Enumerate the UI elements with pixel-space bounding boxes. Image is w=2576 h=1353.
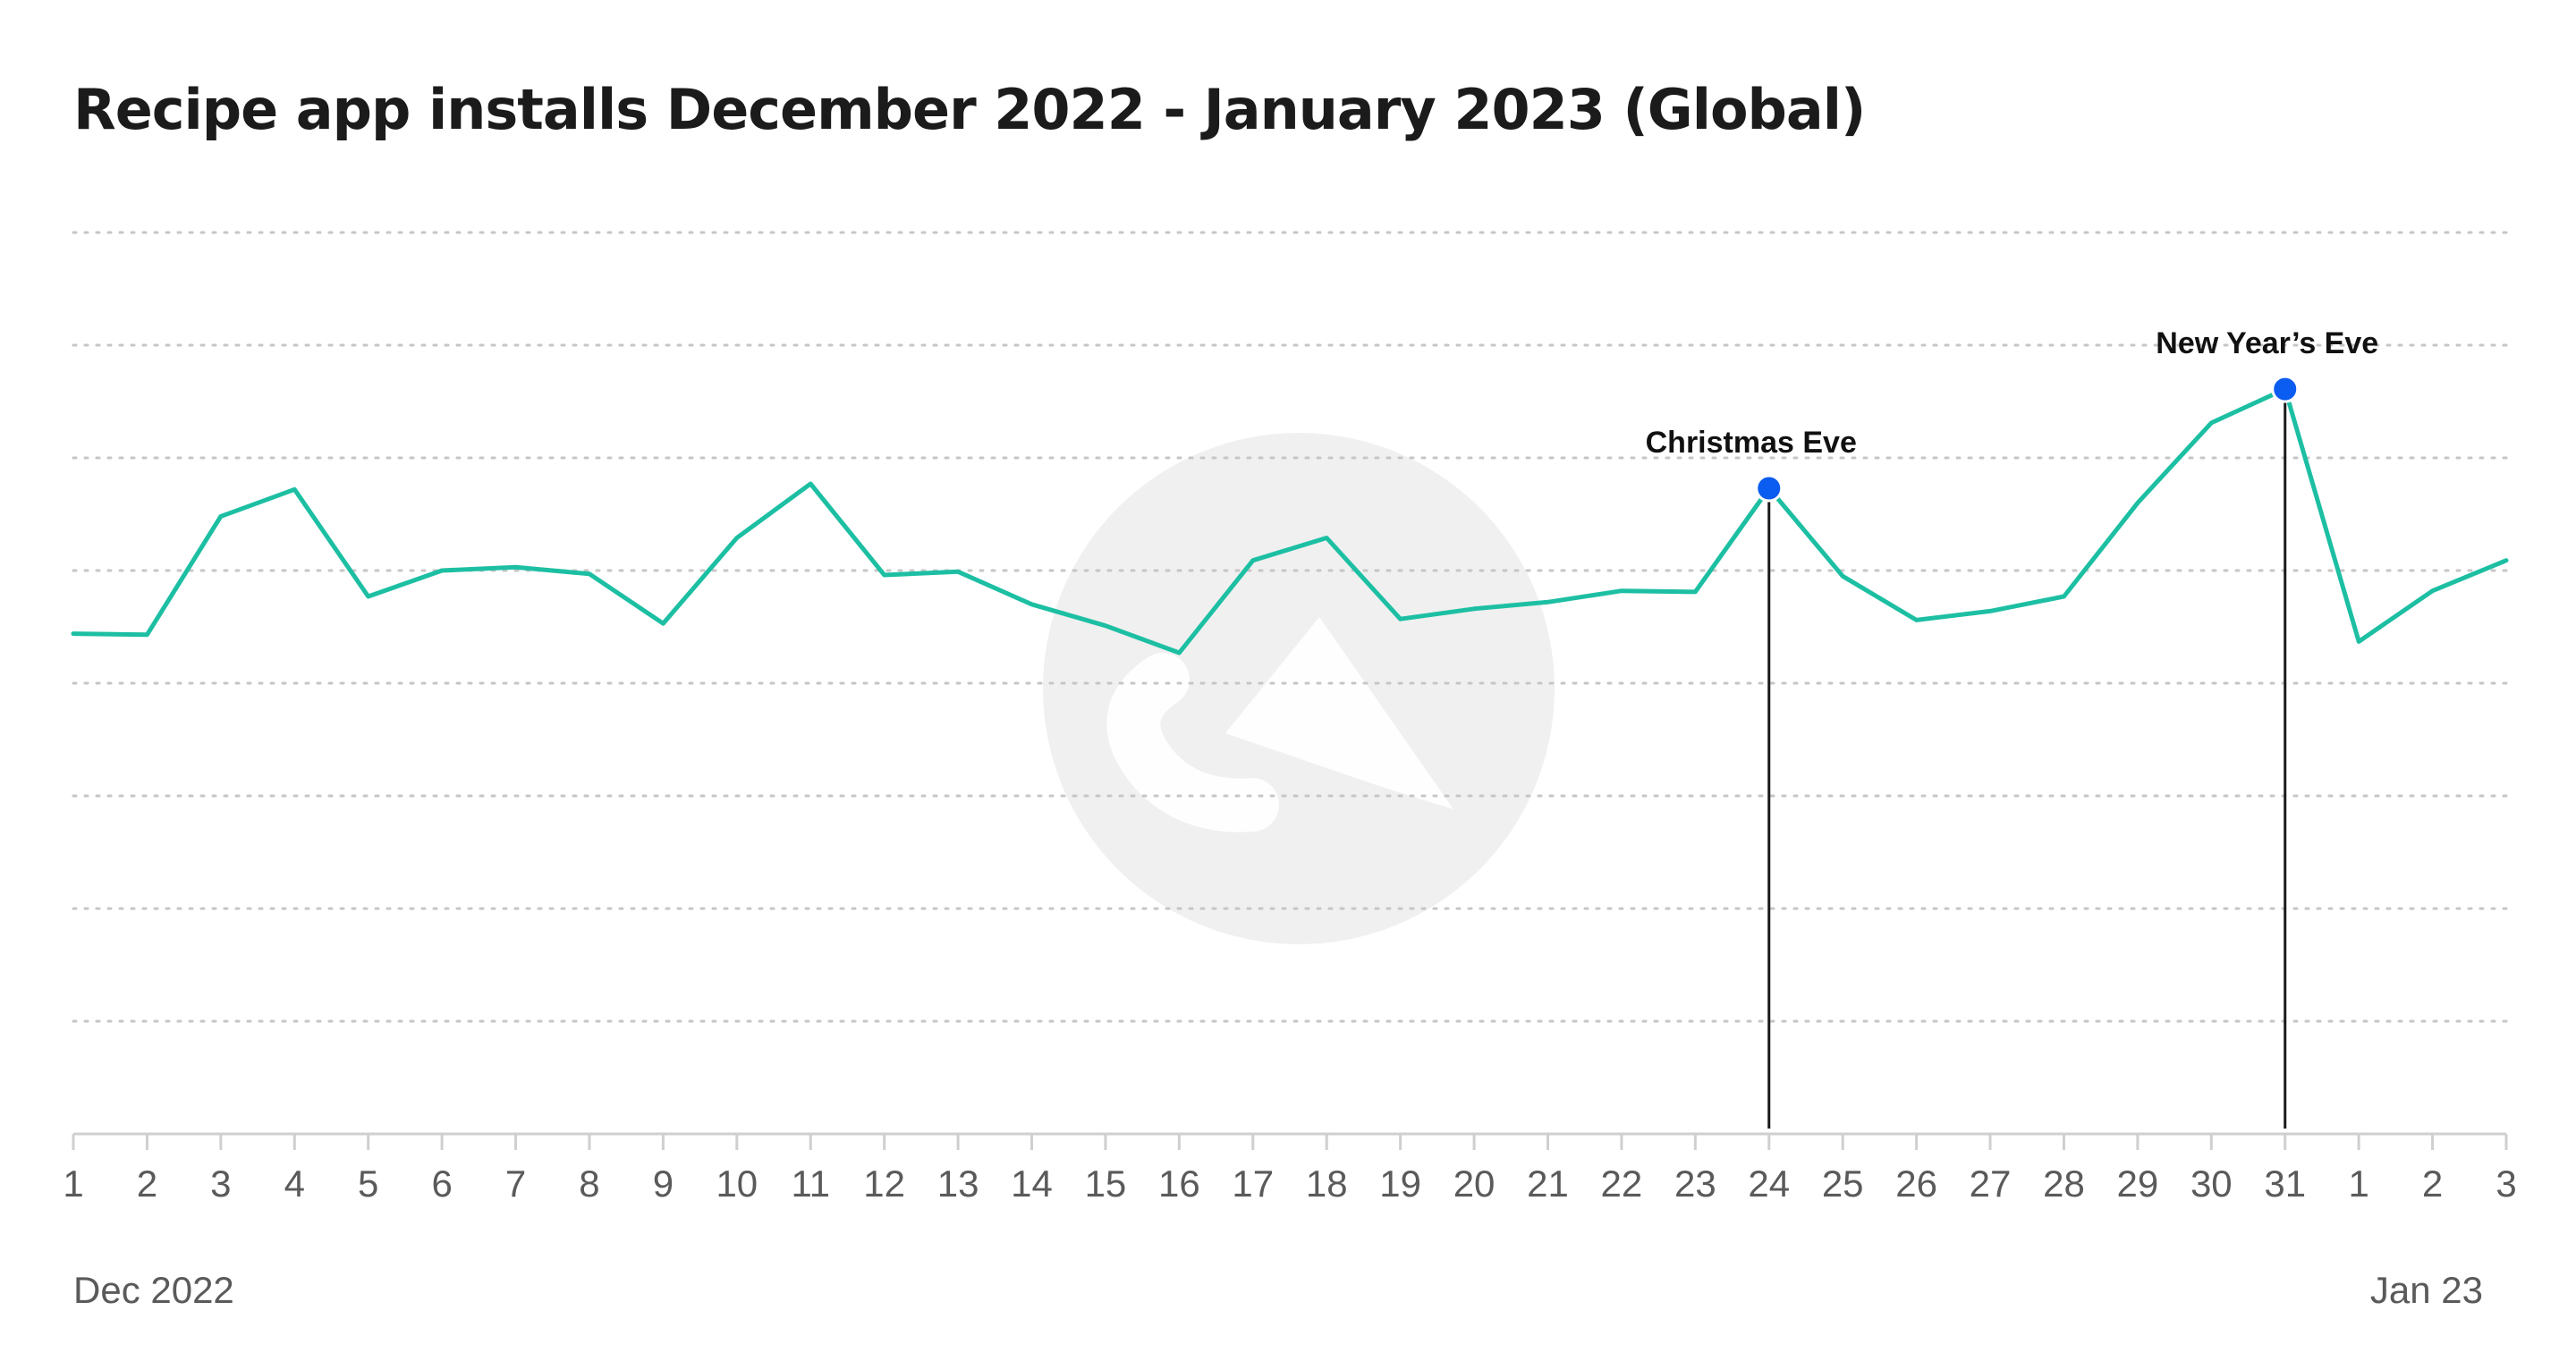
series-layer bbox=[71, 386, 2509, 655]
x-tick-label: 27 bbox=[1970, 1163, 2012, 1205]
x-tick-label: 12 bbox=[863, 1163, 905, 1205]
x-tick-label: 24 bbox=[1748, 1163, 1790, 1205]
x-tick-label: 19 bbox=[1379, 1163, 1421, 1205]
annotation-label: Christmas Eve bbox=[1646, 426, 1857, 460]
x-tick-label: 6 bbox=[431, 1163, 452, 1205]
chart-title: Recipe app installs December 2022 - Janu… bbox=[73, 77, 1866, 142]
x-tick-label: 22 bbox=[1601, 1163, 1643, 1205]
x-tick-label: 21 bbox=[1527, 1163, 1569, 1205]
x-tick-label: 31 bbox=[2264, 1163, 2306, 1205]
x-tick-label: 7 bbox=[505, 1163, 526, 1205]
x-tick-label: 11 bbox=[791, 1163, 830, 1205]
x-tick-label: 1 bbox=[2348, 1163, 2368, 1205]
x-tick-label: 8 bbox=[579, 1163, 599, 1205]
x-tick-label: 20 bbox=[1453, 1163, 1496, 1205]
annotation-marker bbox=[1755, 474, 1784, 503]
annotation-label: New Year’s Eve bbox=[2156, 326, 2378, 360]
x-tick-label: 3 bbox=[2496, 1163, 2516, 1205]
x-tick-label: 29 bbox=[2117, 1163, 2159, 1205]
x-tick-label: 15 bbox=[1085, 1163, 1127, 1205]
watermark-logo bbox=[1043, 433, 1555, 944]
period-label-end: Jan 23 bbox=[2370, 1269, 2483, 1311]
x-tick-label: 5 bbox=[358, 1163, 378, 1205]
x-tick-label: 16 bbox=[1158, 1163, 1200, 1205]
x-tick-label: 3 bbox=[210, 1163, 231, 1205]
x-tick-label: 25 bbox=[1822, 1163, 1864, 1205]
x-tick-label: 9 bbox=[653, 1163, 674, 1205]
x-tick-label: 18 bbox=[1306, 1163, 1348, 1205]
x-tick-label: 14 bbox=[1011, 1163, 1053, 1205]
x-tick-label: 30 bbox=[2190, 1163, 2233, 1205]
x-tick-label: 2 bbox=[2422, 1163, 2443, 1205]
period-label-start: Dec 2022 bbox=[73, 1269, 234, 1311]
x-tick-label: 26 bbox=[1895, 1163, 1937, 1205]
x-tick-label: 23 bbox=[1674, 1163, 1716, 1205]
x-tick-label: 2 bbox=[137, 1163, 157, 1205]
x-tick-label: 1 bbox=[63, 1163, 83, 1205]
annotation-layer: Christmas Eve New Year’s Eve bbox=[1646, 326, 2378, 503]
x-tick-label: 4 bbox=[284, 1163, 305, 1205]
series-line bbox=[71, 386, 2509, 655]
annotation-lines bbox=[1767, 389, 2287, 1129]
x-axis: 1 2 3 4 5 6 7 8 9 10 11 12 13 14 15 16 17 18 19 20 21 22 23 24 2… bbox=[63, 1132, 2517, 1205]
x-tick-label: 10 bbox=[716, 1163, 758, 1205]
x-tick-label: 17 bbox=[1232, 1163, 1274, 1205]
x-tick-label: 13 bbox=[937, 1163, 979, 1205]
x-tick-label: 28 bbox=[2043, 1163, 2085, 1205]
annotation-marker bbox=[2271, 375, 2300, 403]
